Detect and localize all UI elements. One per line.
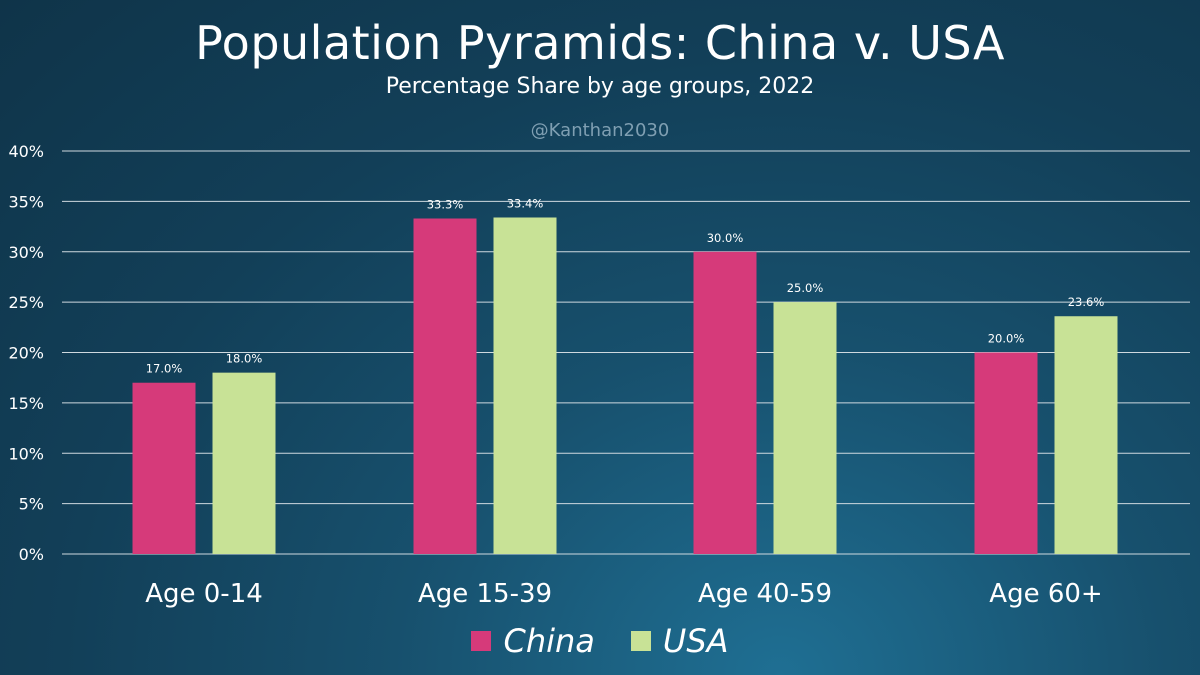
data-label-usa: 23.6% [1068, 295, 1105, 309]
data-label-china: 30.0% [707, 231, 744, 245]
y-tick-label: 10% [8, 444, 44, 463]
legend-item-usa: USA [630, 622, 729, 660]
data-label-usa: 25.0% [787, 281, 824, 295]
legend-item-china: China [471, 622, 595, 660]
bar-usa-1 [493, 217, 557, 554]
chart-credit: @Kanthan2030 [530, 120, 670, 141]
bar-china-1 [413, 218, 477, 554]
bar-usa-0 [212, 372, 276, 554]
legend-label-usa: USA [662, 622, 729, 660]
bar-usa-2 [773, 302, 837, 554]
chart-subtitle: Percentage Share by age groups, 2022 [385, 74, 815, 99]
bar-usa-3 [1054, 316, 1118, 554]
y-tick-label: 0% [19, 545, 44, 564]
y-tick-label: 15% [8, 394, 44, 413]
data-label-china: 33.3% [427, 198, 464, 212]
x-category-label: Age 15-39 [418, 579, 552, 609]
data-label-china: 20.0% [988, 332, 1025, 346]
y-tick-label: 30% [8, 243, 44, 262]
legend: China USA [0, 622, 1200, 660]
legend-label-china: China [503, 622, 595, 660]
y-tick-label: 25% [8, 293, 44, 312]
bar-china-3 [974, 352, 1038, 554]
x-category-label: Age 0-14 [145, 579, 263, 609]
y-tick-label: 5% [19, 495, 44, 514]
data-label-usa: 33.4% [507, 196, 544, 210]
bar-china-2 [693, 251, 757, 554]
legend-swatch-usa [630, 631, 651, 651]
x-category-label: Age 40-59 [698, 579, 832, 609]
x-category-label: Age 60+ [989, 579, 1102, 609]
y-tick-label: 35% [8, 192, 44, 211]
bar-china-0 [132, 382, 196, 554]
data-label-usa: 18.0% [226, 352, 263, 366]
legend-swatch-china [471, 631, 492, 651]
chart-title: Population Pyramids: China v. USA [195, 16, 1005, 70]
data-label-china: 17.0% [146, 362, 183, 376]
y-tick-label: 40% [8, 142, 44, 161]
y-tick-label: 20% [8, 344, 44, 363]
